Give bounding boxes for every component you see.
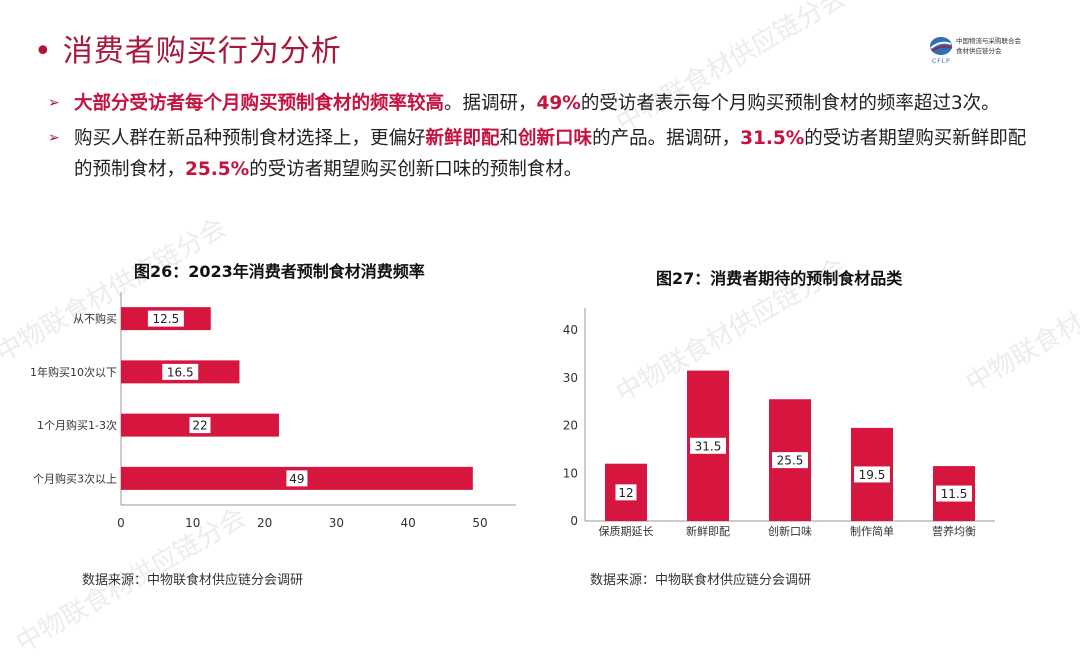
x-tick-label: 0 [117,516,125,530]
vertical-bar-chart: 0 10 20 30 40 保质期延长 12 新鲜即配 31.5 创新口味 25.5 制作简单 19.5… [563,308,995,538]
y-tick-label: 10 [563,466,578,480]
horizontal-bar-chart: 0 10 20 30 40 50 从不购买 12.5 1年购买10次以下 16.5 1个月购买1-3… [30,292,516,530]
slide-title: • 消费者购买行为分析 [34,26,342,70]
data-label-box [936,485,972,502]
bullet-text: 的受访者表示每个月购买预制食材的频率超过3次。 [580,93,1000,114]
highlight-text: 25.5% [185,159,250,180]
data-label: 31.5 [695,439,722,453]
data-label: 16.5 [167,365,194,379]
highlight-text: 创新口味 [518,128,593,149]
data-label: 49 [289,472,304,486]
arrow-icon: ➢ [48,95,60,111]
bullet-list: ➢ 大部分受访者每个月购买预制食材的频率较高。据调研，49%的受访者表示每个月购… [48,88,1038,189]
category-label: 1年购买10次以下 [30,365,117,379]
category-label: 新鲜即配 [686,524,730,538]
category-label: 保质期延长 [599,524,654,538]
bullet-text: 的受访者期望购买新鲜即配的预制食材， [74,128,1027,180]
x-tick-label: 30 [329,516,344,530]
bullet-text: 和 [499,128,519,149]
y-tick-label: 0 [570,514,578,528]
category-label: 营养均衡 [932,524,976,538]
bullet-item: ➢ 大部分受访者每个月购买预制食材的频率较高。据调研，49%的受访者表示每个月购… [48,88,1038,119]
chart-title: 图27：消费者期待的预制食材品类 [656,269,903,288]
y-tick-label: 40 [563,323,578,337]
chart-title: 图26：2023年消费者预制食材消费频率 [134,262,425,281]
data-source: 数据来源：中物联食材供应链分会调研 [590,573,812,588]
data-label: 12.5 [153,312,180,326]
highlight-text: 31.5% [740,128,805,149]
bullet-text: 购买人群在新品种预制食材选择上，更偏好 [74,128,426,149]
logo-abbr: CFLP [932,58,951,65]
y-tick-label: 20 [563,419,578,433]
data-label: 19.5 [859,468,886,482]
x-tick-label: 10 [185,516,200,530]
data-label: 25.5 [777,454,804,468]
data-label-box [189,417,211,434]
data-label-box [147,310,184,327]
data-label-box [615,484,637,501]
data-label-box [772,452,808,469]
cflp-logo: 中国物流与采购联合会 食材供应链分会 CFLP [928,34,1048,68]
category-label: 制作简单 [850,524,894,538]
data-label-box [286,470,308,487]
data-source: 数据来源：中物联食材供应链分会调研 [82,573,304,588]
bullet-text: 。据调研， [444,93,537,114]
category-label: 从不购买 [73,312,117,326]
category-label: 1个月购买1-3次 [37,418,117,432]
bullet-dot: • [34,34,53,69]
highlight-text: 49% [536,93,581,114]
x-tick-label: 20 [257,516,272,530]
highlight-text: 大部分受访者每个月购买预制食材的频率较高 [74,93,445,114]
data-label-box [162,363,199,380]
highlight-text: 新鲜即配 [425,128,500,149]
slide-title-text: 消费者购买行为分析 [62,34,342,69]
logo-globe-icon [930,37,953,55]
bullet-text: 的受访者期望购买创新口味的预制食材。 [249,159,583,180]
category-label: 创新口味 [768,524,812,538]
category-label: 个月购买3次以上 [33,471,117,485]
data-label: 12 [618,486,633,500]
y-tick-label: 30 [563,371,578,385]
data-label-box [690,437,726,454]
data-label: 11.5 [941,487,968,501]
data-label: 22 [192,419,207,433]
x-tick-label: 50 [472,516,487,530]
x-tick-label: 40 [401,516,416,530]
bullet-item: ➢ 购买人群在新品种预制食材选择上，更偏好新鲜即配和创新口味的产品。据调研，31… [48,123,1038,185]
logo-org-name: 中国物流与采购联合会 食材供应链分会 [956,37,1021,55]
arrow-icon: ➢ [48,130,60,146]
bullet-text: 的产品。据调研， [592,128,741,149]
data-label-box [854,466,890,483]
